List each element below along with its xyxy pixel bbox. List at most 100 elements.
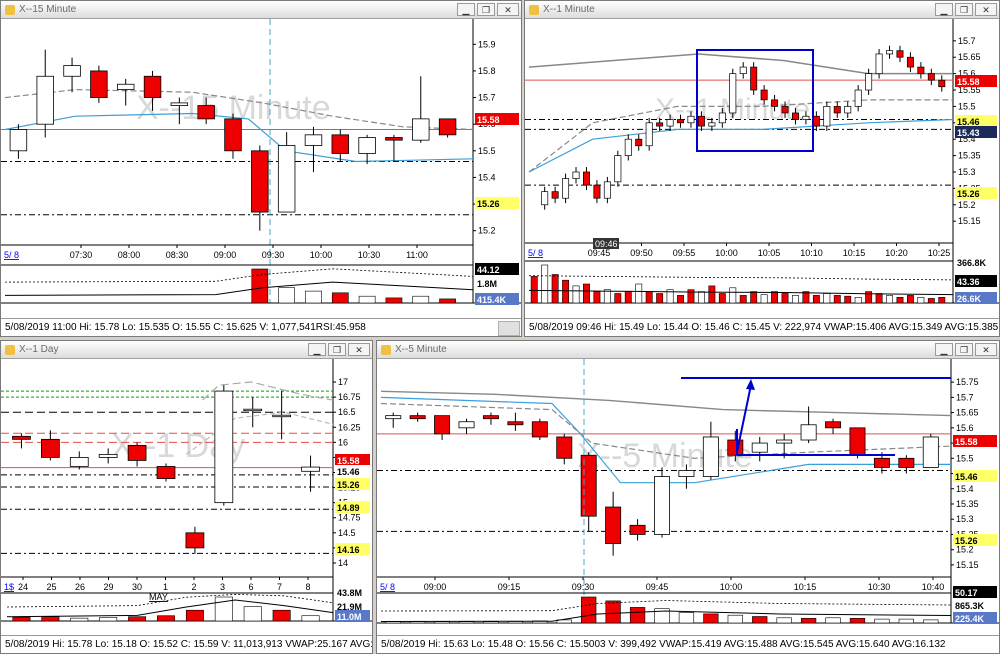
x-tick-label: 07:30 <box>70 250 93 260</box>
candle <box>127 444 147 461</box>
cursor-label: 09:46 <box>595 239 618 249</box>
x-tick-label: 10:15 <box>843 248 866 258</box>
chart-window-1day[interactable]: X--1 Day ▁ ❐ ✕ X--1 Day1414.2514.514.751… <box>0 340 373 654</box>
level-tag-2-bg <box>955 187 997 199</box>
level-tag-2-bg <box>335 478 370 490</box>
volume-bar <box>752 616 768 624</box>
volume-indicator-tag-bg <box>475 263 519 275</box>
volume-tag-bg <box>955 292 997 304</box>
candle <box>116 83 135 90</box>
volume-bar <box>825 617 841 624</box>
volume-indicator-tag: 44.12 <box>477 265 500 275</box>
candle <box>593 184 601 199</box>
y-tick-label: 15.5 <box>958 101 976 111</box>
volume-bar <box>802 291 810 304</box>
volume-axis-label-mid: 21.9M <box>337 602 362 612</box>
volume-bar <box>572 285 580 304</box>
x-tick-label: 10:00 <box>310 250 333 260</box>
minimize-icon[interactable]: ▁ <box>457 3 475 16</box>
average-line <box>528 99 953 173</box>
candle <box>69 457 89 467</box>
level-tag-bg <box>475 197 519 209</box>
chart-15min[interactable]: X--15 Minute15.215.315.415.515.615.715.8… <box>1 19 521 319</box>
chart-window-15min[interactable]: X--15 Minute ▁ ❐ ✕ X--15 Minute15.215.31… <box>0 0 522 337</box>
close-icon[interactable]: ✕ <box>348 343 370 356</box>
chart-window-1min[interactable]: X--1 Minute ▁ ❐ ✕ X--1 Minute 15.15 15.2 15… <box>524 0 1000 337</box>
volume-bar <box>185 609 204 622</box>
candle <box>678 470 695 477</box>
candle <box>605 506 622 544</box>
restore-icon[interactable]: ❐ <box>955 3 973 16</box>
candle <box>751 442 768 453</box>
window-titlebar[interactable]: X--1 Day ▁ ❐ ✕ <box>1 341 372 359</box>
candle <box>666 119 674 127</box>
vwap-tag: 15.43 <box>957 128 980 138</box>
resize-grip[interactable] <box>498 321 520 336</box>
window-titlebar[interactable]: X--5 Minute ▁ ❐ ✕ <box>377 341 999 359</box>
candle <box>243 408 263 412</box>
candle <box>409 415 426 420</box>
volume-axis-label: 43.8M <box>337 588 362 598</box>
level-tag-2-bg <box>953 534 997 546</box>
close-icon[interactable]: ✕ <box>975 3 997 16</box>
x-tick-label: 29 <box>103 582 113 592</box>
candle <box>541 191 549 206</box>
price-tag-bg <box>335 454 370 466</box>
close-icon[interactable]: ✕ <box>497 3 519 16</box>
x-tick-label: 1 <box>163 582 168 592</box>
app-icon <box>5 5 15 15</box>
y-tick-label: 15.4 <box>956 484 974 494</box>
restore-icon[interactable]: ❐ <box>328 343 346 356</box>
x-tick-label: 25 <box>46 582 56 592</box>
volume-bar <box>629 607 646 624</box>
volume-bar <box>581 596 597 624</box>
candle <box>844 106 852 114</box>
candle <box>385 137 403 141</box>
average-line <box>528 118 954 173</box>
minimize-icon[interactable]: ▁ <box>935 343 953 356</box>
y-tick-label: 15.65 <box>956 408 979 418</box>
y-tick-label: 14.5 <box>338 528 356 538</box>
volume-bar <box>927 298 935 304</box>
volume-bar <box>541 264 549 304</box>
cursor-label-bg <box>593 238 619 249</box>
candle <box>358 137 376 154</box>
candle <box>677 119 685 124</box>
minimize-icon[interactable]: ▁ <box>308 343 326 356</box>
x-tick-label: 08:30 <box>166 250 189 260</box>
volume-bar <box>458 621 475 624</box>
status-bar: 5/08/2019 11:00 Hi: 15.78 Lo: 15.535 O: … <box>1 318 521 336</box>
x-tick-label: 11:00 <box>406 250 428 260</box>
chart-window-5min[interactable]: X--5 Minute ▁ ❐ ✕ X--5 Minute 15.15 15.2 15… <box>376 340 1000 654</box>
volume-bar <box>614 293 622 304</box>
restore-icon[interactable]: ❐ <box>477 3 495 16</box>
average-line <box>380 390 952 417</box>
candle <box>185 532 205 549</box>
window-titlebar[interactable]: X--15 Minute ▁ ❐ ✕ <box>1 1 521 19</box>
window-titlebar[interactable]: X--1 Minute ▁ ❐ ✕ <box>525 1 999 19</box>
x-tick-label: 30 <box>132 582 142 592</box>
volume-indicator-tag-bg <box>955 275 997 287</box>
minimize-icon[interactable]: ▁ <box>935 3 953 16</box>
candle <box>729 73 737 114</box>
volume-bar <box>603 289 611 304</box>
x-tick-label: 26 <box>75 582 85 592</box>
volume-bar <box>305 290 322 304</box>
volume-average-line <box>4 281 474 296</box>
chart-5min[interactable]: X--5 Minute15.1515.215.2515.315.3515.415… <box>377 359 999 636</box>
close-icon[interactable]: ✕ <box>975 343 997 356</box>
volume-bar <box>551 274 559 304</box>
candle <box>36 75 54 125</box>
x-tick-label: 09:45 <box>646 582 669 592</box>
chart-1day[interactable]: X--1 Day1414.2514.514.751515.2515.515.75… <box>1 359 372 636</box>
restore-icon[interactable]: ❐ <box>955 343 973 356</box>
volume-axis-label: 366.8K <box>957 258 987 268</box>
volume-bar <box>708 285 716 304</box>
x-tick-label: 09:30 <box>262 250 285 260</box>
chart-1min[interactable]: X--1 Minute15.1515.215.2515.315.3515.415… <box>525 19 999 319</box>
candle <box>531 421 548 438</box>
status-text: 5/08/2019 Hi: 15.63 Lo: 15.48 O: 15.56 C… <box>381 639 946 650</box>
volume-bar <box>739 295 747 304</box>
x-tick-label: 10:25 <box>928 248 951 258</box>
candle <box>938 79 946 88</box>
